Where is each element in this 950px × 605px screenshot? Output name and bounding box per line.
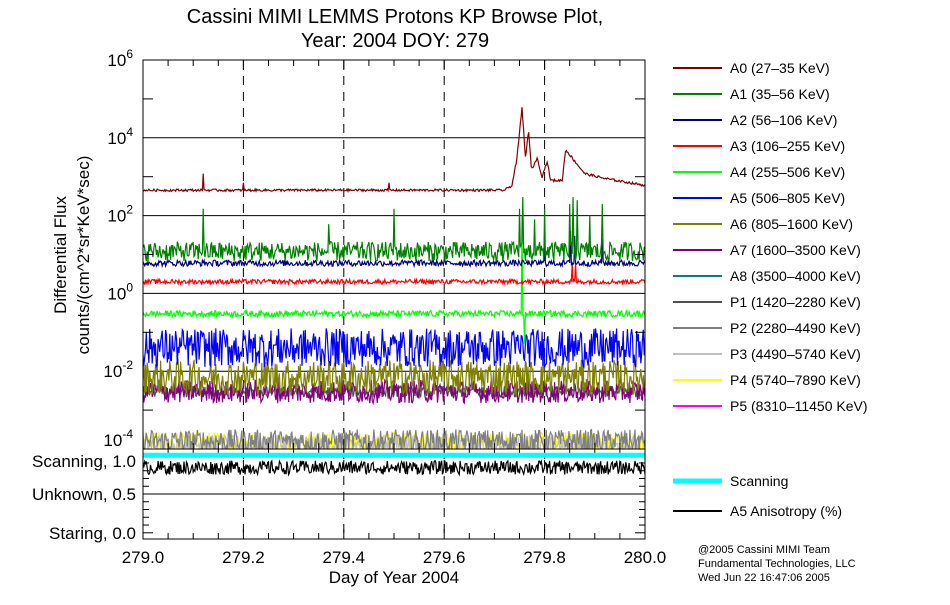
x-tick-label: 279.4	[323, 548, 366, 567]
legend-label: A7 (1600–3500 KeV)	[730, 242, 861, 258]
y2-tick-label: Staring, 0.0	[49, 524, 136, 543]
legend-item: Scanning	[673, 473, 788, 489]
x-tick-label: 279.8	[523, 548, 566, 567]
legend-item: A8 (3500–4000 KeV)	[673, 268, 861, 284]
axes	[142, 59, 646, 540]
legend-label: A5 (506–805 KeV)	[730, 190, 845, 206]
tick-labels: 106 104 102 100 10-2 10-4 Scanning, 1.0 Unknown…	[32, 47, 666, 567]
series-line-p2	[143, 428, 645, 449]
footer-copyright: @2005 Cassini MIMI Team	[698, 544, 830, 556]
legend-label: Scanning	[730, 473, 788, 489]
y2-tick-label: Scanning, 1.0	[32, 452, 136, 471]
series-line-a2	[143, 231, 645, 269]
flux-series	[143, 107, 645, 449]
y-tick-label: 104	[107, 125, 133, 148]
series-line-anisotropy	[143, 459, 645, 477]
legend-label: A4 (255–506 KeV)	[730, 164, 845, 180]
series-line-a1	[143, 196, 645, 262]
series-line-a7	[143, 378, 645, 406]
y-tick-label: 10-2	[103, 358, 133, 381]
legend-label: P1 (1420–2280 KeV)	[730, 294, 861, 310]
legend-item: A6 (805–1600 KeV)	[673, 216, 853, 232]
legend-label: P4 (5740–7890 KeV)	[730, 372, 861, 388]
legend-label: P5 (8310–11450 KeV)	[730, 398, 868, 414]
legend-label: A2 (56–106 KeV)	[730, 112, 837, 128]
x-tick-label: 279.0	[122, 548, 165, 567]
legend-item: A0 (27–35 KeV)	[673, 60, 830, 76]
legend-item: P3 (4490–5740 KeV)	[673, 346, 861, 362]
footer-company: Fundamental Technologies, LLC	[698, 558, 856, 570]
bottom-panel-frame	[142, 448, 646, 540]
footer-timestamp: Wed Jun 22 16:47:06 2005	[698, 572, 830, 584]
legend-item: P5 (8310–11450 KeV)	[673, 398, 868, 414]
legend-label: A5 Anisotropy (%)	[730, 503, 842, 519]
legend-label: A1 (35–56 KeV)	[730, 86, 830, 102]
y-axis-label-line1: Differential Flux	[51, 196, 70, 314]
x-axis-label: Day of Year 2004	[329, 568, 459, 587]
anisotropy-series	[143, 459, 645, 477]
legend-item: P4 (5740–7890 KeV)	[673, 372, 861, 388]
legend-item: A3 (106–255 KeV)	[673, 138, 845, 154]
series-line-a6	[143, 358, 645, 397]
legend-label: P3 (4490–5740 KeV)	[730, 346, 861, 362]
legend-label: A0 (27–35 KeV)	[730, 60, 830, 76]
legend-item: A7 (1600–3500 KeV)	[673, 242, 861, 258]
legend-item: P1 (1420–2280 KeV)	[673, 294, 861, 310]
y-tick-label: 102	[107, 203, 133, 226]
x-tick-label: 279.2	[222, 548, 265, 567]
series-line-a5	[143, 327, 645, 370]
legend-label: A3 (106–255 KeV)	[730, 138, 845, 154]
legend-label: A6 (805–1600 KeV)	[730, 216, 853, 232]
legend: A0 (27–35 KeV) A1 (35–56 KeV) A2 (56–106 K…	[673, 60, 868, 519]
legend-label: A8 (3500–4000 KeV)	[730, 268, 861, 284]
legend-item: A5 (506–805 KeV)	[673, 190, 845, 206]
legend-label: P2 (2280–4490 KeV)	[730, 320, 861, 336]
y-tick-label: 106	[107, 47, 133, 70]
series-line-a0	[143, 107, 645, 193]
legend-item: A4 (255–506 KeV)	[673, 164, 845, 180]
legend-item: A5 Anisotropy (%)	[673, 503, 842, 519]
legend-item: A2 (56–106 KeV)	[673, 112, 837, 128]
y-tick-label: 10-4	[103, 427, 133, 450]
legend-item: P2 (2280–4490 KeV)	[673, 320, 861, 336]
series-line-a4	[143, 215, 645, 345]
x-tick-label: 280.0	[624, 548, 667, 567]
y-axis-label-line2: counts/(cm^2*sr*KeV*sec)	[74, 156, 93, 355]
chart-title-line1: Cassini MIMI LEMMS Protons KP Browse Plo…	[187, 6, 603, 28]
legend-item: A1 (35–56 KeV)	[673, 86, 830, 102]
x-tick-label: 279.6	[423, 548, 466, 567]
chart-title-line2: Year: 2004 DOY: 279	[301, 30, 489, 52]
series-line-a3	[143, 263, 645, 287]
y-tick-label: 100	[107, 280, 133, 303]
y2-tick-label: Unknown, 0.5	[32, 485, 136, 504]
